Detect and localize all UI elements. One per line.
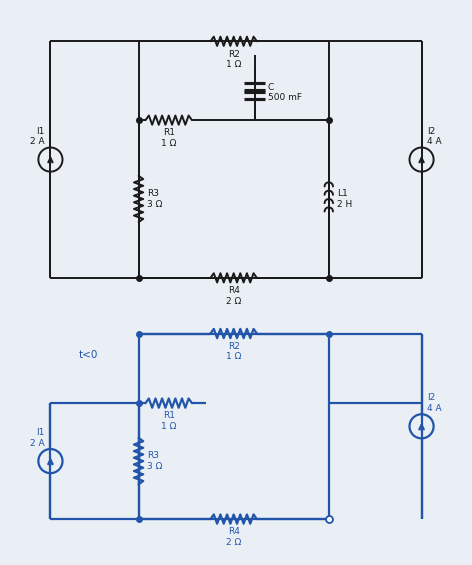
Text: R1
1 Ω: R1 1 Ω <box>161 128 177 148</box>
Text: t<0: t<0 <box>78 350 98 360</box>
Text: R4
2 Ω: R4 2 Ω <box>226 528 241 547</box>
Text: R1
1 Ω: R1 1 Ω <box>161 411 177 431</box>
Text: I2
4 A: I2 4 A <box>427 393 442 413</box>
Text: R2
1 Ω: R2 1 Ω <box>226 342 241 361</box>
Text: R4
2 Ω: R4 2 Ω <box>226 286 241 306</box>
Text: I1
2 A: I1 2 A <box>30 428 45 447</box>
Text: R3
3 Ω: R3 3 Ω <box>147 451 162 471</box>
Text: C
500 mF: C 500 mF <box>268 82 302 102</box>
Text: I2
4 A: I2 4 A <box>427 127 442 146</box>
Text: I1
2 A: I1 2 A <box>30 127 45 146</box>
Text: R2
1 Ω: R2 1 Ω <box>226 50 241 69</box>
Text: R3
3 Ω: R3 3 Ω <box>147 189 162 208</box>
Text: L1
2 H: L1 2 H <box>337 189 353 208</box>
